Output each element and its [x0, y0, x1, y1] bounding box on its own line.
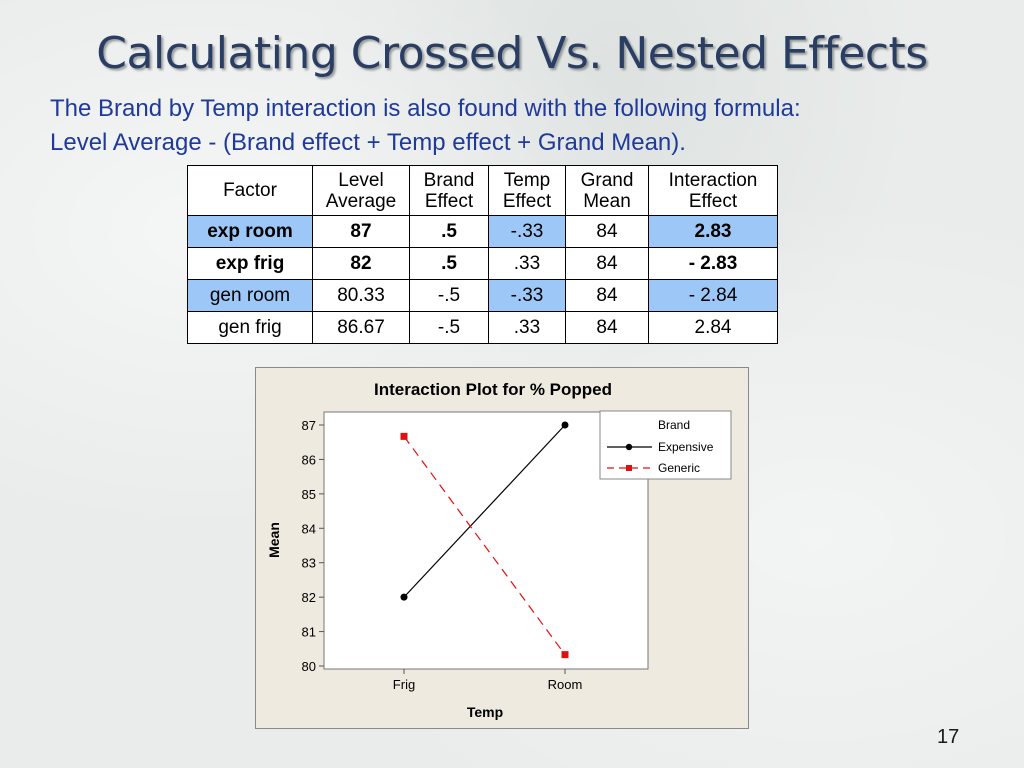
- interaction-plot-svg: Interaction Plot for % Popped 80 81 82 83 84…: [266, 380, 732, 720]
- slide-title: Calculating Crossed Vs. Nested Effects: [96, 28, 928, 79]
- y-tick-label: 87: [302, 418, 316, 433]
- legend-marker-generic: [626, 465, 632, 471]
- interaction-plot: Interaction Plot for % Popped 80 81 82 83 84…: [255, 367, 749, 729]
- series-line-generic: [403, 436, 566, 655]
- chart-title: Interaction Plot for % Popped: [374, 380, 612, 399]
- legend-items: Expensive Generic: [607, 440, 714, 475]
- table-cell: 84: [565, 279, 649, 312]
- table-cell: 86.67: [312, 311, 410, 344]
- table-cell: exp room: [187, 215, 313, 248]
- y-axis: 80 81 82 83 84 85 86 87: [302, 418, 324, 674]
- table-cell: - 2.83: [648, 247, 778, 280]
- table-cell: 87: [312, 215, 410, 248]
- table-cell: gen frig: [187, 311, 313, 344]
- table-cell: .5: [409, 247, 489, 280]
- table-cell: -.33: [488, 279, 566, 312]
- header-temp-effect: Temp Effect: [488, 165, 566, 216]
- header-factor: Factor: [187, 165, 313, 216]
- table-cell: 84: [565, 215, 649, 248]
- effects-table: Factor Level Average Brand Effect Temp Effe…: [187, 165, 778, 344]
- y-tick-label: 80: [302, 659, 316, 674]
- header-grand-mean: Grand Mean: [565, 165, 649, 216]
- y-tick-label: 83: [302, 556, 316, 571]
- data-point-expensive: [561, 421, 569, 429]
- legend-label-generic: Generic: [658, 461, 700, 475]
- table-cell: exp frig: [187, 247, 313, 280]
- subtitle-line-1: The Brand by Temp interaction is also fo…: [50, 95, 801, 122]
- y-tick-label: 86: [302, 452, 316, 467]
- table-cell: - 2.84: [648, 279, 778, 312]
- table-cell: 2.83: [648, 215, 778, 248]
- y-tick-label: 85: [302, 487, 316, 502]
- subtitle-line-2: Level Average - (Brand effect + Temp eff…: [50, 129, 686, 156]
- x-axis: Frig Room: [393, 669, 583, 692]
- table-cell: 82: [312, 247, 410, 280]
- table-row: exp frig 82 .5 .33 84 - 2.83: [187, 247, 778, 280]
- table-cell: 2.84: [648, 311, 778, 344]
- table-cell: -.5: [409, 311, 489, 344]
- data-point-expensive: [400, 593, 408, 601]
- page-number: 17: [937, 726, 960, 748]
- y-tick-label: 84: [302, 521, 316, 536]
- header-level-average: Level Average: [312, 165, 410, 216]
- header-interaction-effect: Interaction Effect: [648, 165, 778, 216]
- table-header-row: Factor Level Average Brand Effect Temp Effe…: [187, 165, 778, 216]
- table-cell: 80.33: [312, 279, 410, 312]
- table-cell: -.33: [488, 215, 566, 248]
- table-cell: -.5: [409, 279, 489, 312]
- x-axis-label: Temp: [467, 704, 503, 720]
- x-tick-label: Room: [548, 677, 583, 692]
- series-line-expensive: [403, 424, 566, 598]
- table-cell: .5: [409, 215, 489, 248]
- table-cell: gen room: [187, 279, 313, 312]
- table-cell: .33: [488, 247, 566, 280]
- slide-subtitle: The Brand by Temp interaction is also fo…: [50, 92, 990, 160]
- y-tick-label: 82: [302, 590, 316, 605]
- plot-area: [323, 411, 649, 670]
- y-axis-label: Mean: [266, 522, 282, 558]
- data-point-generic: [561, 651, 569, 659]
- table-row: exp room 87 .5 -.33 84 2.83: [187, 215, 778, 248]
- legend-title: Brand: [658, 418, 690, 432]
- table-cell: .33: [488, 311, 566, 344]
- table-cell: 84: [565, 247, 649, 280]
- table-row: gen room 80.33 -.5 -.33 84 - 2.84: [187, 279, 778, 312]
- table-cell: 84: [565, 311, 649, 344]
- table-row: gen frig 86.67 -.5 .33 84 2.84: [187, 311, 778, 344]
- legend-marker-expensive: [625, 443, 633, 451]
- legend: Brand Expensive Generic: [599, 410, 732, 480]
- x-tick-label: Frig: [393, 677, 415, 692]
- series-layer: [400, 421, 569, 659]
- header-brand-effect: Brand Effect: [409, 165, 489, 216]
- y-tick-label: 81: [302, 625, 316, 640]
- legend-label-expensive: Expensive: [658, 440, 714, 454]
- data-point-generic: [400, 432, 408, 440]
